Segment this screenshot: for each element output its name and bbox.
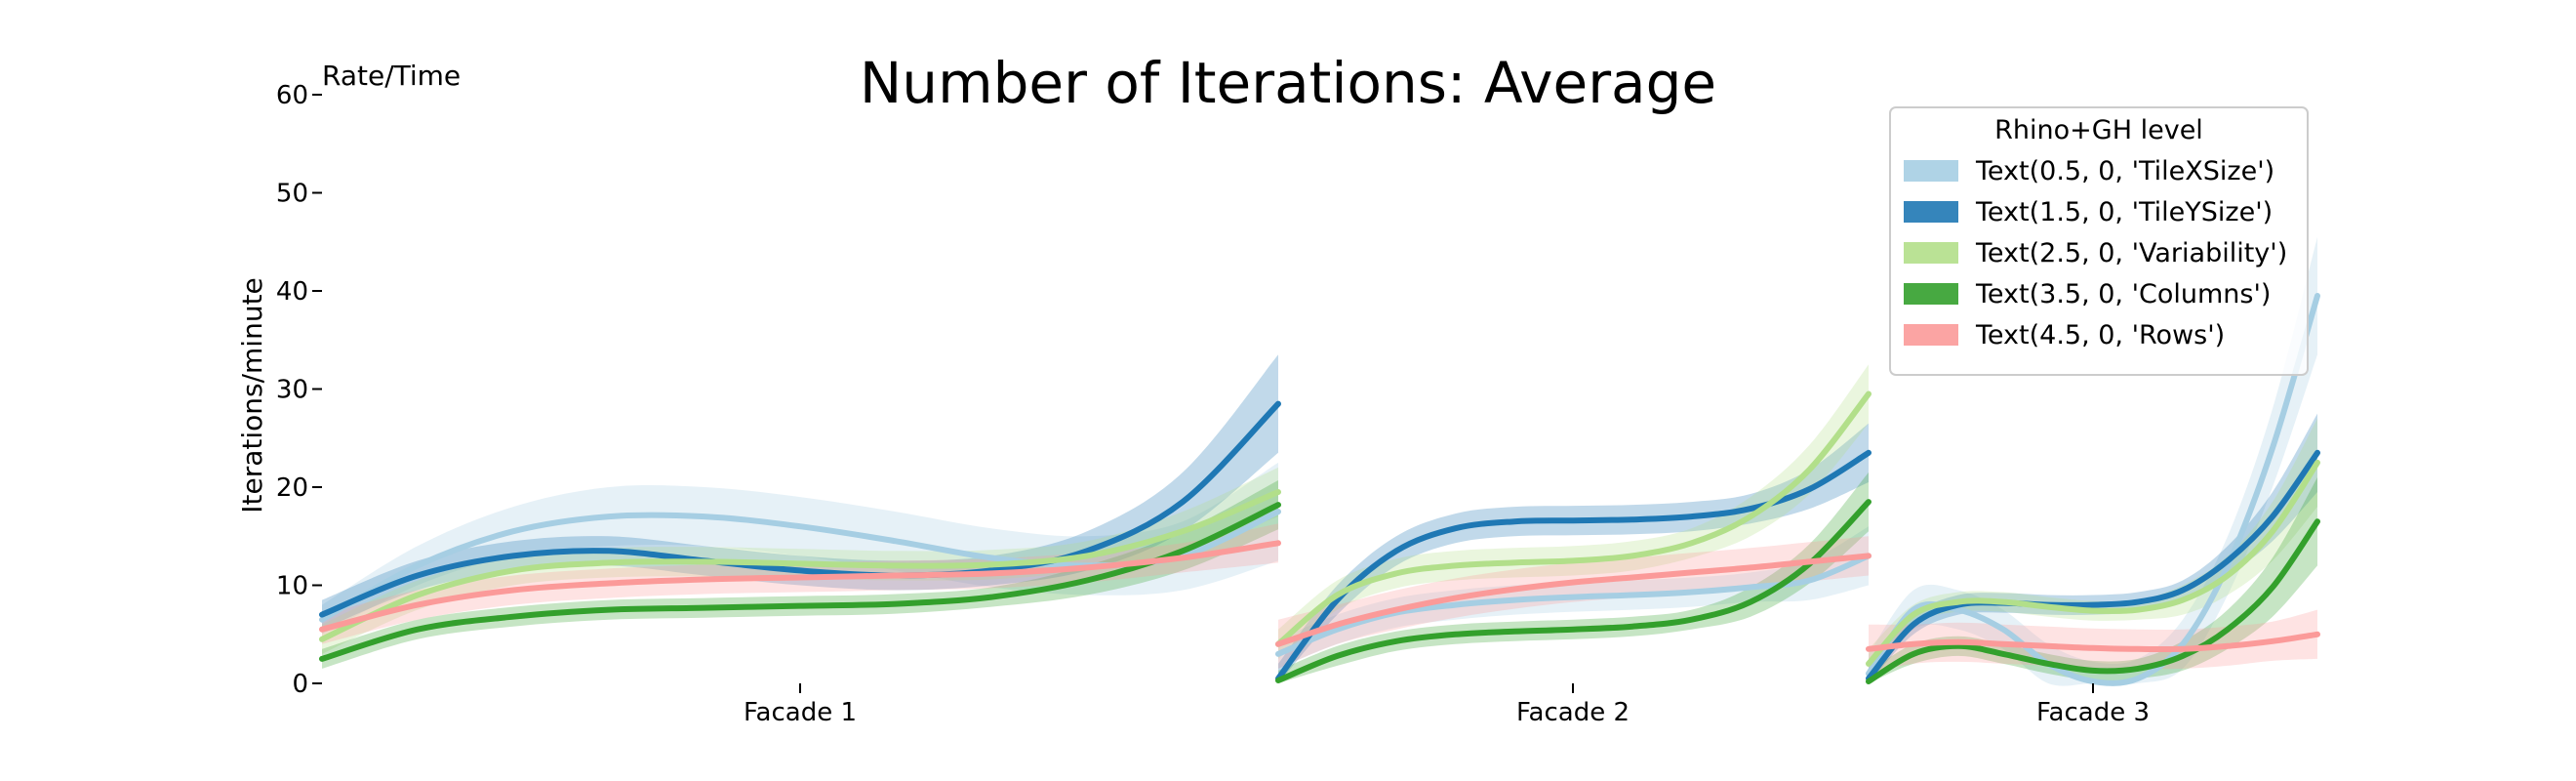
y-tick-label: 10 [276,572,308,601]
legend-swatch [1904,242,1958,264]
confidence-band [322,523,1278,644]
confidence-band [1869,477,2317,683]
y-tick-label: 50 [276,180,308,209]
legend-entry-label: Text(0.5, 0, 'TileXSize') [1975,156,2274,186]
series-line [1275,553,1872,657]
legend-entry-label: Text(1.5, 0, 'TileYSize') [1975,197,2273,227]
y-tick-label: 20 [276,473,308,503]
x-tick-label: Facade 3 [2036,698,2150,727]
series-line [1866,449,2320,681]
series-line [319,502,1281,662]
y-tick-label: 0 [292,670,308,699]
series-line [319,400,1281,618]
legend-swatch [1904,160,1958,182]
legend-entries: Text(0.5, 0, 'TileXSize') Text(1.5, 0, 'T… [1904,156,2287,350]
legend-frame [1889,106,2309,376]
legend-title: Rhino+GH level [1994,115,2203,145]
legend-swatch [1904,324,1958,346]
y-tick-label: 30 [276,376,308,405]
confidence-band [322,480,1278,669]
series-line [1866,631,2320,653]
legend-entry-label: Text(4.5, 0, 'Rows') [1975,320,2225,350]
series-line [1275,553,1872,647]
legend-swatch [1904,201,1958,223]
confidence-band [1869,413,2317,683]
x-tick-label: Facade 1 [744,698,857,727]
series-line [319,489,1281,642]
legend-swatch [1904,283,1958,305]
x-axis: Facade 1 Facade 2 Facade 3 [744,683,2150,727]
confidence-band [1869,609,2317,674]
series-line [1275,499,1872,683]
legend-entry-label: Text(3.5, 0, 'Columns') [1975,279,2271,309]
x-tick-label: Facade 2 [1516,698,1630,727]
corner-label: Rate/Time [322,60,461,92]
series-line [319,540,1281,633]
series-line [1866,459,2320,667]
series-line [1866,518,2320,684]
confidence-band [1278,472,1869,683]
plot-area [319,236,2320,686]
series-line [1275,390,1872,647]
chart-title: Number of Iterations: Average [860,50,1716,116]
y-axis-label: Iterations/minute [236,277,268,514]
y-axis: 0 10 20 30 40 50 60 [276,81,322,699]
legend: Rhino+GH level Text(0.5, 0, 'TileXSize')… [1889,106,2309,376]
y-tick-label: 40 [276,277,308,307]
y-tick-label: 60 [276,81,308,110]
legend-entry-label: Text(2.5, 0, 'Variability') [1975,238,2287,268]
